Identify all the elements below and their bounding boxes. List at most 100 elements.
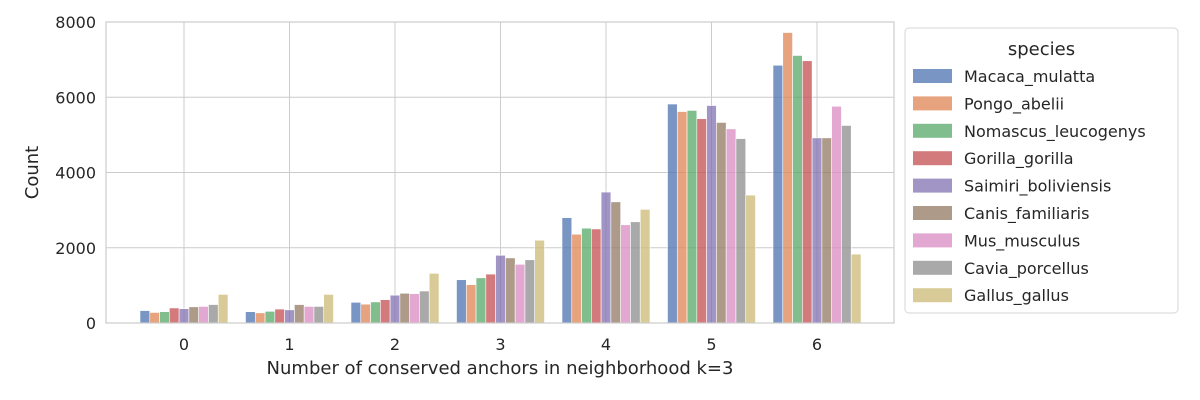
legend-label-Macaca_mulatta: Macaca_mulatta	[964, 67, 1095, 87]
legend-swatch-Macaca_mulatta	[913, 69, 952, 83]
bar-Saimiri_boliviensis-4	[600, 191, 612, 324]
bar-Nomascus_leucogenys-6	[792, 55, 803, 324]
bar-Canis_familiaris-5	[716, 122, 727, 324]
bar-Mus_musculus-2	[409, 293, 420, 324]
x-tick-label: 4	[601, 335, 611, 354]
legend-label-Gorilla_gorilla: Gorilla_gorilla	[964, 149, 1074, 169]
bar-Gallus_gallus-0	[217, 294, 229, 324]
y-tick-label: 0	[86, 314, 96, 333]
bar-Mus_musculus-6	[831, 105, 842, 324]
bar-Canis_familiaris-0	[188, 306, 199, 324]
bar-Pongo_abelii-2	[360, 303, 371, 324]
bar-Saimiri_boliviensis-3	[495, 254, 506, 324]
legend-swatch-Gallus_gallus	[913, 288, 952, 303]
bar-Gorilla_gorilla-6	[802, 60, 813, 324]
bar-Mus_musculus-3	[514, 264, 526, 324]
bar-Mus_musculus-0	[198, 306, 209, 324]
bar-Macaca_mulatta-3	[456, 279, 467, 324]
bar-Cavia_porcellus-2	[419, 290, 430, 324]
y-axis-label: Count	[22, 146, 43, 199]
bars	[139, 32, 862, 324]
legend-label-Nomascus_leucogenys: Nomascus_leucogenys	[964, 122, 1146, 142]
bar-Nomascus_leucogenys-4	[581, 227, 592, 324]
bar-Mus_musculus-4	[620, 224, 631, 324]
bar-Canis_familiaris-4	[610, 201, 621, 324]
bar-Cavia_porcellus-4	[630, 221, 641, 324]
bar-Macaca_mulatta-0	[139, 310, 151, 324]
legend-label-Mus_musculus: Mus_musculus	[964, 231, 1080, 251]
bar-Saimiri_boliviensis-2	[389, 294, 401, 324]
bar-Gorilla_gorilla-0	[169, 307, 180, 324]
bar-Canis_familiaris-3	[505, 257, 516, 324]
legend-label-Canis_familiaris: Canis_familiaris	[964, 204, 1089, 224]
legend: species Macaca_mulatta Pongo_abelii Nomasc…	[904, 27, 1179, 314]
bar-Gorilla_gorilla-3	[485, 273, 496, 324]
legend-label-Gallus_gallus: Gallus_gallus	[964, 286, 1069, 306]
x-tick-label: 3	[495, 335, 505, 354]
x-tick-label: 5	[706, 335, 716, 354]
bar-Nomascus_leucogenys-5	[686, 110, 698, 324]
legend-swatch-Nomascus_leucogenys	[913, 123, 952, 138]
bar-Gallus_gallus-3	[534, 239, 545, 324]
legend-label-Cavia_porcellus: Cavia_porcellus	[964, 259, 1089, 279]
bar-Nomascus_leucogenys-0	[159, 311, 170, 324]
y-tick-label: 8000	[55, 13, 96, 32]
bar-Gorilla_gorilla-1	[274, 308, 285, 324]
bar-Canis_familiaris-1	[294, 304, 305, 324]
bar-Macaca_mulatta-6	[772, 64, 784, 324]
legend-items: Macaca_mulatta Pongo_abelii Nomascus_leuco…	[913, 67, 1146, 306]
bar-Macaca_mulatta-5	[667, 103, 678, 324]
legend-swatch-Pongo_abelii	[913, 96, 952, 111]
bar-Mus_musculus-1	[303, 306, 315, 324]
y-tick-label: 2000	[55, 239, 96, 258]
bar-Gorilla_gorilla-5	[696, 118, 707, 324]
bar-Pongo_abelii-6	[782, 32, 793, 324]
bar-Pongo_abelii-4	[571, 233, 582, 324]
bar-Canis_familiaris-6	[821, 137, 832, 324]
bar-Cavia_porcellus-5	[735, 138, 747, 324]
bar-Cavia_porcellus-1	[313, 306, 325, 324]
legend-box	[904, 27, 1179, 314]
x-tick-labels: 0 1 2 3 4 5 6	[179, 335, 822, 354]
bar-Saimiri_boliviensis-6	[811, 137, 823, 324]
bar-Pongo_abelii-5	[676, 111, 688, 324]
bar-Gallus_gallus-1	[323, 294, 334, 324]
legend-title: species	[1008, 39, 1075, 60]
bar-Mus_musculus-5	[725, 128, 737, 324]
axes-frame	[105, 21, 895, 324]
legend-swatch-Canis_familiaris	[913, 206, 952, 220]
x-tick-label: 1	[284, 335, 294, 354]
bar-Gallus_gallus-4	[639, 209, 651, 324]
legend-label-Pongo_abelii: Pongo_abelii	[964, 94, 1064, 114]
bar-Gallus_gallus-2	[428, 273, 440, 324]
y-tick-label: 6000	[55, 88, 96, 107]
bar-Nomascus_leucogenys-3	[475, 277, 487, 324]
bar-Gorilla_gorilla-4	[591, 228, 602, 324]
x-tick-label: 2	[390, 335, 400, 354]
legend-label-Saimiri_boliviensis: Saimiri_boliviensis	[964, 177, 1111, 197]
y-tick-label: 4000	[55, 164, 96, 183]
bar-Macaca_mulatta-1	[245, 311, 256, 324]
bar-Pongo_abelii-1	[254, 312, 266, 324]
bar-Saimiri_boliviensis-5	[706, 105, 717, 324]
bar-Gorilla_gorilla-2	[380, 299, 391, 324]
bar-Canis_familiaris-2	[399, 292, 410, 324]
bar-Cavia_porcellus-3	[524, 259, 536, 324]
legend-swatch-Cavia_porcellus	[913, 260, 952, 275]
bar-Gallus_gallus-6	[850, 253, 862, 324]
x-tick-label: 0	[179, 335, 189, 354]
legend-swatch-Mus_musculus	[913, 233, 952, 248]
y-tick-labels: 0 2000 4000 6000 8000	[55, 13, 96, 333]
bar-Pongo_abelii-0	[149, 312, 160, 324]
bar-Pongo_abelii-3	[465, 284, 477, 324]
bar-Macaca_mulatta-2	[350, 302, 362, 324]
legend-swatch-Gorilla_gorilla	[913, 151, 952, 166]
bar-Cavia_porcellus-0	[208, 304, 219, 324]
bar-Gallus_gallus-5	[745, 194, 756, 324]
bar-Nomascus_leucogenys-1	[264, 311, 276, 324]
bar-Saimiri_boliviensis-0	[178, 308, 190, 324]
bar-Macaca_mulatta-4	[561, 217, 573, 324]
axes-spines	[105, 21, 895, 324]
x-tick-label: 6	[812, 335, 822, 354]
